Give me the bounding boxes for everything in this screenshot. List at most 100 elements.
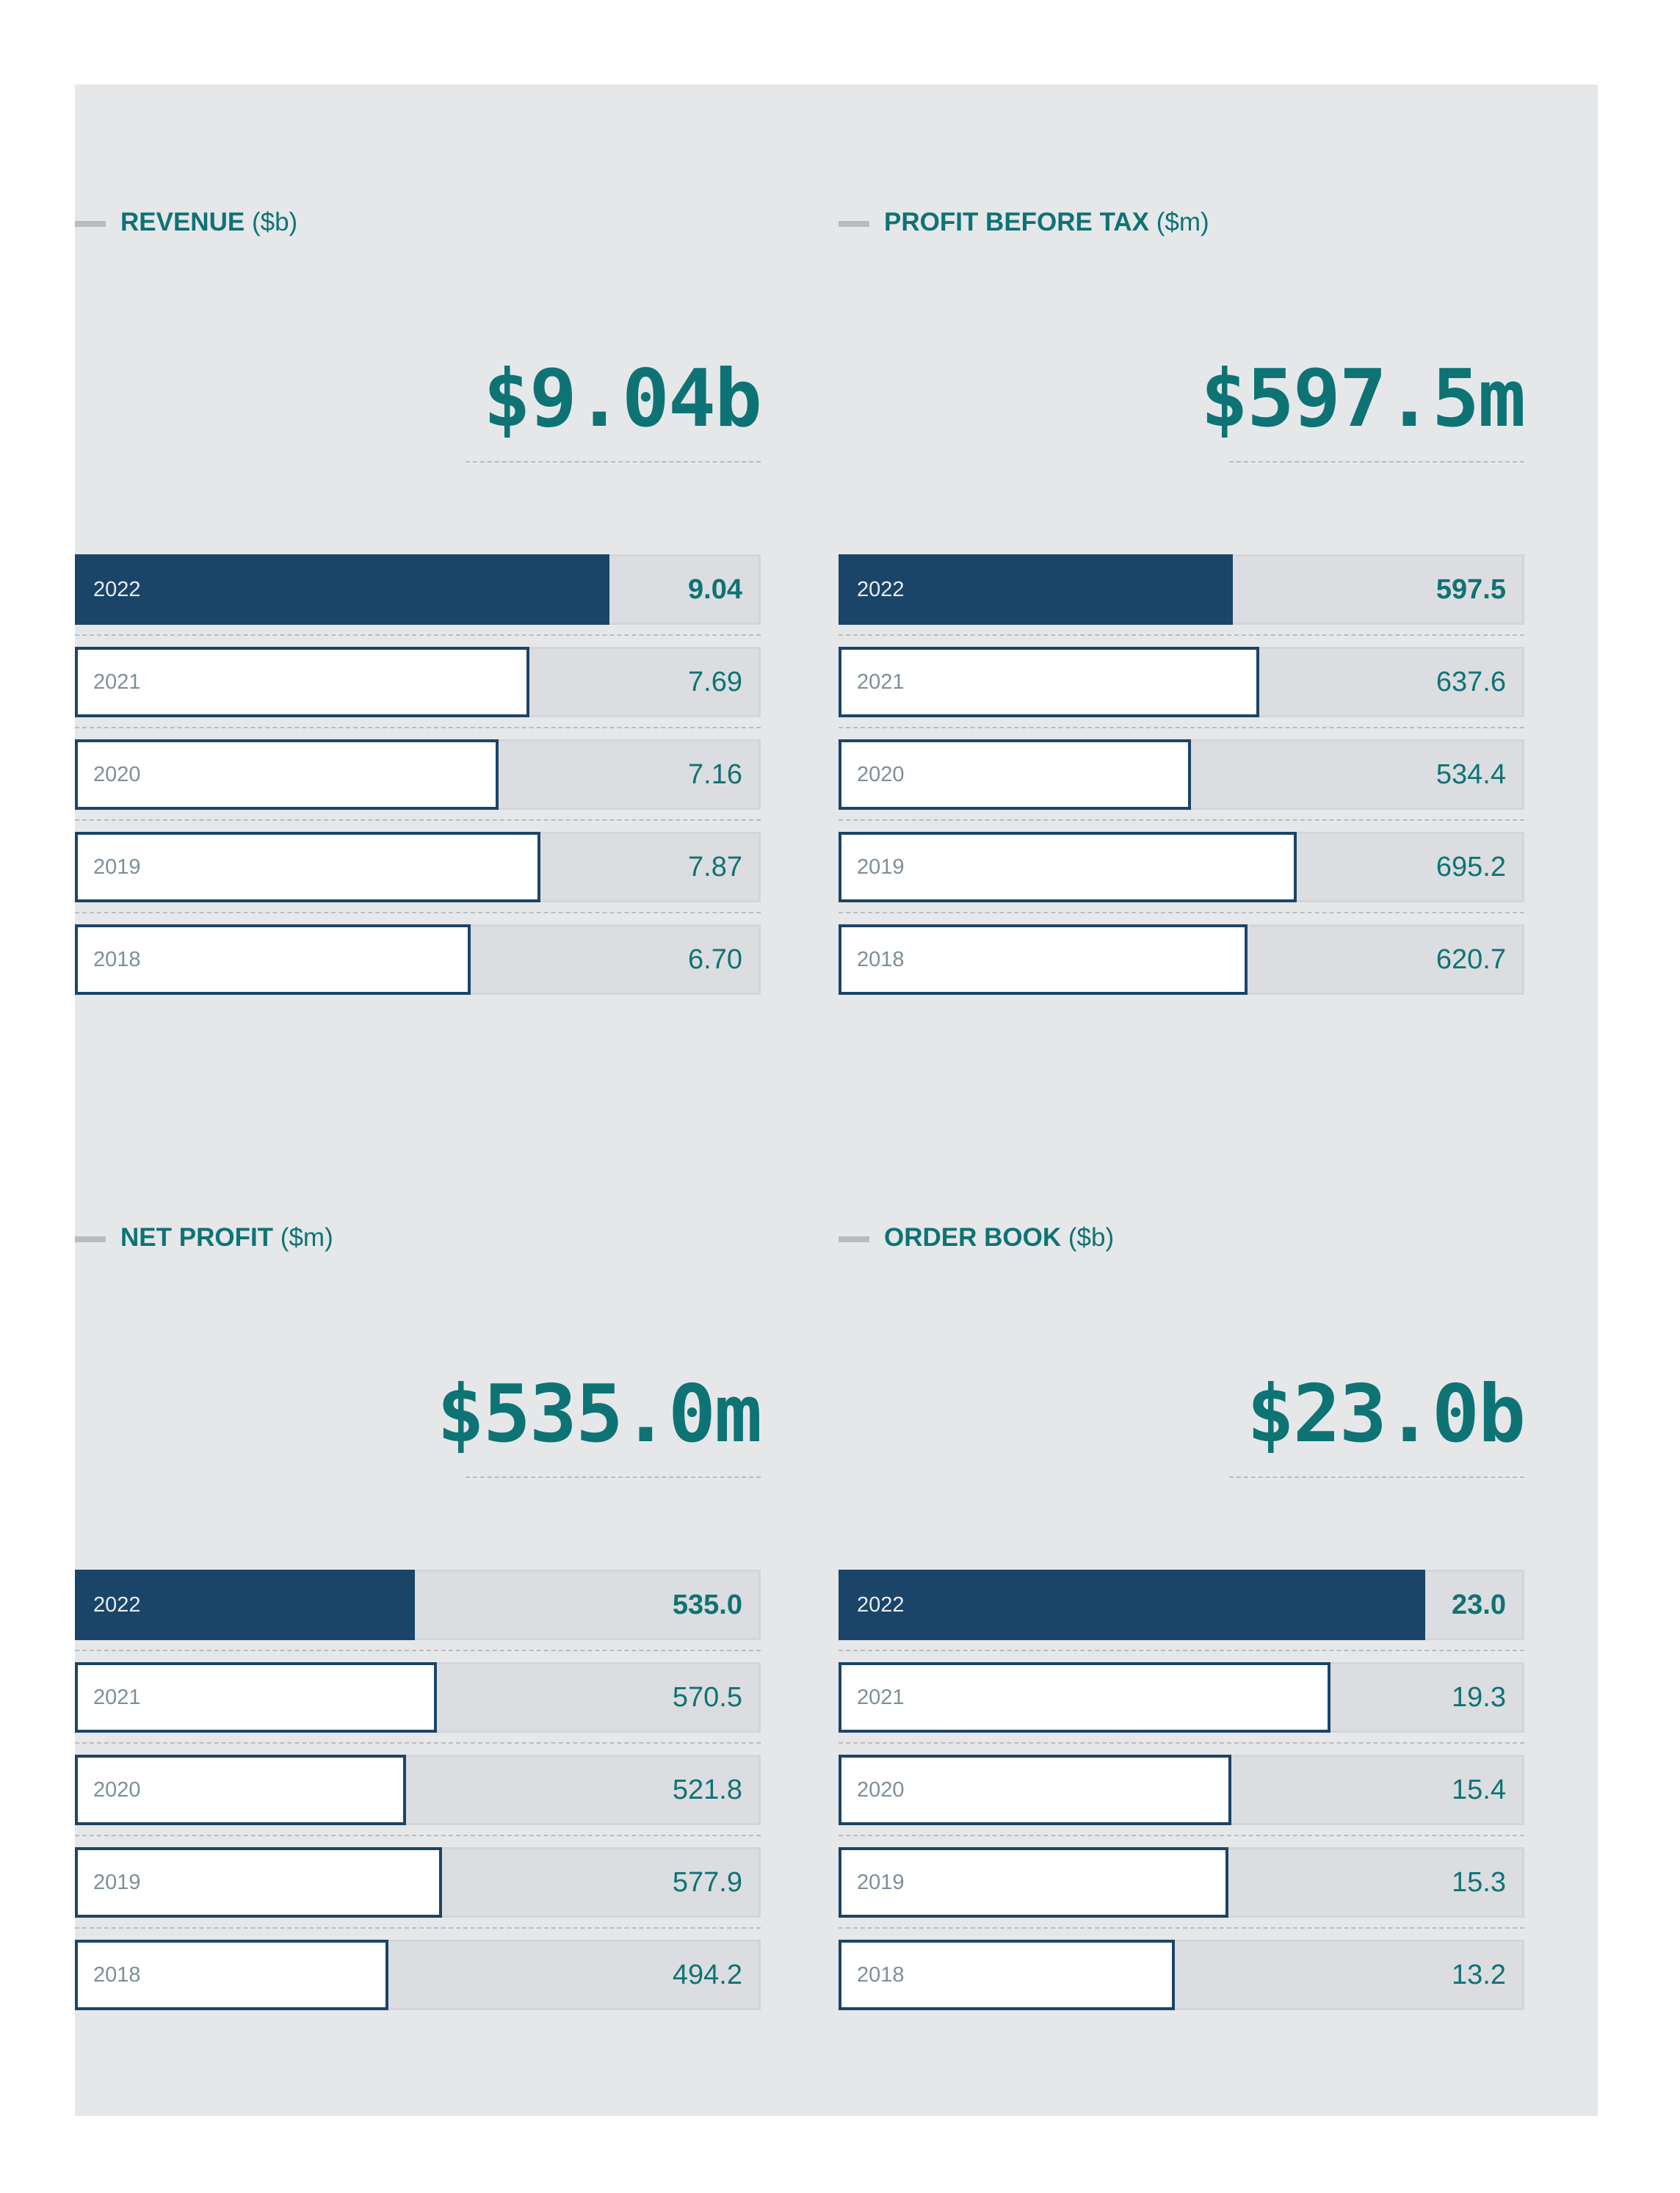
row-divider bbox=[75, 912, 761, 913]
bar-row-2021: 2021 637.6 bbox=[839, 647, 1524, 717]
value-label: 577.9 bbox=[672, 1867, 742, 1898]
value-label: 620.7 bbox=[1435, 944, 1506, 975]
row-divider bbox=[75, 819, 761, 821]
headline-rule bbox=[466, 1476, 761, 1478]
bar-row-2019: 2019 577.9 bbox=[75, 1847, 761, 1918]
value-label: 13.2 bbox=[1452, 1960, 1506, 1990]
bar-row-2020: 2020 15.4 bbox=[839, 1755, 1524, 1825]
bar-2019 bbox=[839, 832, 1297, 902]
title-marker bbox=[839, 1236, 869, 1242]
title-marker bbox=[75, 221, 106, 227]
title-text: REVENUE bbox=[120, 208, 245, 236]
category-label: 2021 bbox=[93, 1686, 141, 1709]
title-unit: ($b) bbox=[251, 208, 298, 236]
bar-row-2022: 2022 23.0 bbox=[839, 1570, 1524, 1640]
bar-2019 bbox=[75, 832, 540, 902]
bar-rows: 2022 535.0 2021 570.5 2020 521.8 2019 577.9 2018… bbox=[75, 1570, 761, 2010]
category-label: 2020 bbox=[93, 1778, 141, 1802]
value-label: 637.6 bbox=[1435, 667, 1506, 697]
bar-2018 bbox=[839, 924, 1248, 995]
title-text: ORDER BOOK bbox=[884, 1223, 1062, 1252]
bar-2022 bbox=[839, 554, 1233, 625]
headline-value: $597.5m bbox=[1200, 353, 1526, 445]
bar-2022 bbox=[839, 1570, 1425, 1640]
value-label: 7.87 bbox=[688, 852, 742, 882]
bar-row-2022: 2022 535.0 bbox=[75, 1570, 761, 1640]
row-divider bbox=[75, 1835, 761, 1836]
category-label: 2018 bbox=[857, 1963, 905, 1987]
row-divider bbox=[839, 1835, 1524, 1836]
bar-2022 bbox=[75, 1570, 415, 1640]
bar-2018 bbox=[75, 924, 471, 995]
title-marker bbox=[839, 221, 869, 227]
value-label: 15.4 bbox=[1452, 1775, 1506, 1805]
row-divider bbox=[75, 1927, 761, 1929]
bar-row-2021: 2021 570.5 bbox=[75, 1662, 761, 1733]
category-label: 2022 bbox=[93, 578, 141, 601]
category-label: 2021 bbox=[857, 1686, 905, 1709]
title-marker bbox=[75, 1236, 106, 1242]
headline-value: $9.04b bbox=[482, 353, 762, 445]
row-divider bbox=[75, 1742, 761, 1744]
value-label: 7.16 bbox=[688, 759, 742, 790]
bar-rows: 2022 23.0 2021 19.3 2020 15.4 2019 15.3 2018 13.2 bbox=[839, 1570, 1524, 2010]
row-divider bbox=[839, 1650, 1524, 1651]
value-label: 695.2 bbox=[1435, 852, 1506, 882]
bar-row-2020: 2020 534.4 bbox=[839, 739, 1524, 810]
bar-row-2022: 2022 9.04 bbox=[75, 554, 761, 625]
row-divider bbox=[839, 1742, 1524, 1744]
bar-2020 bbox=[75, 1755, 406, 1825]
bar-2021 bbox=[75, 1662, 437, 1733]
category-label: 2022 bbox=[857, 578, 905, 601]
category-label: 2018 bbox=[93, 948, 141, 971]
title-text: PROFIT BEFORE TAX bbox=[884, 208, 1150, 236]
value-label: 15.3 bbox=[1452, 1867, 1506, 1898]
category-label: 2020 bbox=[857, 763, 905, 786]
bar-2021 bbox=[839, 647, 1259, 717]
category-label: 2019 bbox=[857, 855, 905, 879]
headline-rule bbox=[1229, 461, 1524, 463]
bar-row-2019: 2019 7.87 bbox=[75, 832, 761, 902]
bar-2020 bbox=[75, 739, 499, 810]
value-label: 19.3 bbox=[1452, 1682, 1506, 1713]
bar-2018 bbox=[839, 1940, 1175, 2010]
chart-title: REVENUE ($b) bbox=[120, 208, 297, 237]
headline-value: $23.0b bbox=[1246, 1369, 1526, 1460]
bar-row-2022: 2022 597.5 bbox=[839, 554, 1524, 625]
category-label: 2019 bbox=[93, 855, 141, 879]
chart-title: ORDER BOOK ($b) bbox=[884, 1223, 1114, 1253]
bar-2020 bbox=[839, 1755, 1231, 1825]
category-label: 2019 bbox=[93, 1871, 141, 1894]
title-unit: ($m) bbox=[1156, 208, 1209, 236]
chart-title: PROFIT BEFORE TAX ($m) bbox=[884, 208, 1209, 237]
bar-row-2018: 2018 13.2 bbox=[839, 1940, 1524, 2010]
bar-rows: 2022 597.5 2021 637.6 2020 534.4 2019 695.2 2018… bbox=[839, 554, 1524, 995]
bar-2018 bbox=[75, 1940, 388, 2010]
row-divider bbox=[839, 819, 1524, 821]
row-divider bbox=[839, 1927, 1524, 1929]
value-label: 570.5 bbox=[672, 1682, 742, 1713]
value-label: 521.8 bbox=[672, 1775, 742, 1805]
bar-row-2021: 2021 7.69 bbox=[75, 647, 761, 717]
bar-row-2018: 2018 620.7 bbox=[839, 924, 1524, 995]
bar-row-2020: 2020 521.8 bbox=[75, 1755, 761, 1825]
bar-2019 bbox=[75, 1847, 442, 1918]
category-label: 2021 bbox=[857, 670, 905, 694]
bar-2022 bbox=[75, 554, 609, 625]
title-unit: ($b) bbox=[1068, 1223, 1115, 1252]
bar-rows: 2022 9.04 2021 7.69 2020 7.16 2019 7.87 2018 6.70 bbox=[75, 554, 761, 995]
category-label: 2020 bbox=[857, 1778, 905, 1802]
title-unit: ($m) bbox=[280, 1223, 333, 1252]
kpi-panel: REVENUE ($b) $9.04b 2022 9.04 2021 7.69 2020… bbox=[75, 84, 1598, 2116]
bar-row-2021: 2021 19.3 bbox=[839, 1662, 1524, 1733]
category-label: 2022 bbox=[93, 1593, 141, 1617]
value-label: 494.2 bbox=[672, 1960, 742, 1990]
title-text: NET PROFIT bbox=[120, 1223, 274, 1252]
value-label: 535.0 bbox=[672, 1590, 742, 1620]
chart-title: NET PROFIT ($m) bbox=[120, 1223, 333, 1253]
category-label: 2018 bbox=[93, 1963, 141, 1987]
row-divider bbox=[839, 634, 1524, 636]
bar-2020 bbox=[839, 739, 1191, 810]
bar-2021 bbox=[75, 647, 529, 717]
category-label: 2018 bbox=[857, 948, 905, 971]
